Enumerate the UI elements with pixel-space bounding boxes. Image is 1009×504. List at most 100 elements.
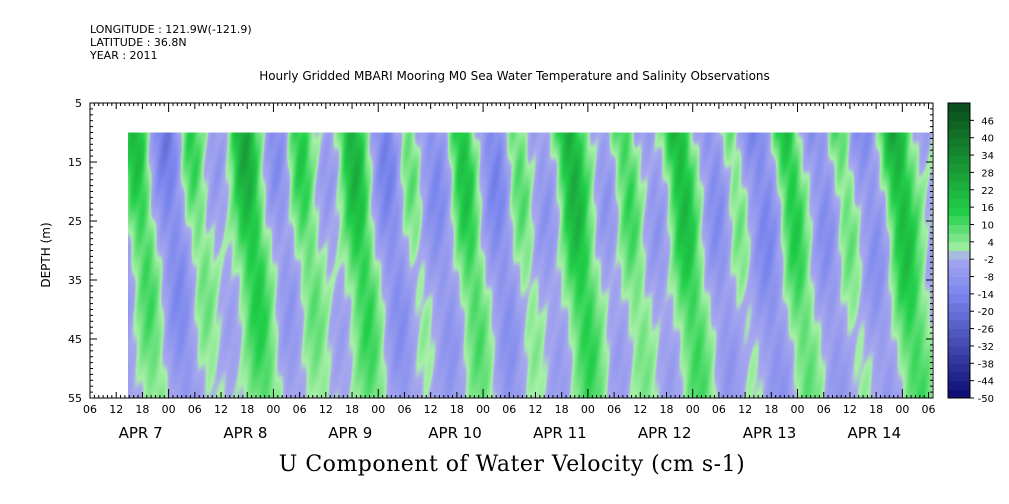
x-day-label: APR 13	[743, 424, 797, 442]
colorbar-segment	[948, 371, 970, 382]
colorbar-label: -20	[978, 307, 994, 318]
colorbar-segment	[948, 137, 970, 147]
colorbar-label: 46	[981, 116, 994, 127]
colorbar-label: -44	[978, 377, 994, 388]
colorbar-segment	[948, 129, 970, 139]
colorbar: 46 40 34 28 22 16 10 4 -2 -8 -14 -20 -26 -32 -38 -44 -50	[947, 102, 994, 405]
velocity-raster	[128, 132, 932, 399]
colorbar-segment	[948, 111, 970, 121]
x-hour-label: 06	[188, 403, 202, 416]
y-tick-label: 5	[75, 97, 82, 110]
x-hour-label: 12	[738, 403, 752, 416]
x-hour-label: 00	[686, 403, 700, 416]
x-hour-label: 12	[424, 403, 438, 416]
x-day-label: APR 12	[638, 424, 692, 442]
x-hour-label: 18	[240, 403, 254, 416]
x-hour-label: 12	[633, 403, 647, 416]
colorbar-segment	[948, 363, 970, 373]
colorbar-segment	[948, 311, 970, 321]
chart-svg: 5 15 25 35 45 55 06 12 18 00 06 12 18 00 06 12 18 00 06 12…	[39, 97, 994, 442]
colorbar-segment	[948, 267, 970, 278]
colorbar-label: -2	[984, 255, 994, 266]
x-hour-label: 00	[162, 403, 176, 416]
colorbar-segment	[948, 163, 970, 173]
x-hour-label: 06	[502, 403, 516, 416]
x-hour-label: 12	[109, 403, 123, 416]
x-hour-label: 00	[266, 403, 280, 416]
colorbar-label: 40	[981, 134, 994, 145]
x-hour-label: 18	[450, 403, 464, 416]
colorbar-segment	[948, 389, 970, 399]
colorbar-label: -32	[978, 342, 994, 353]
colorbar-segment	[948, 155, 970, 165]
x-hour-label: 06	[293, 403, 307, 416]
y-tick-label: 45	[68, 333, 82, 346]
x-hour-label: 18	[659, 403, 673, 416]
colorbar-segment	[948, 241, 970, 251]
colorbar-segment	[948, 285, 970, 295]
colorbar-segment	[948, 302, 970, 312]
colorbar-segment	[948, 120, 970, 130]
colorbar-label: 10	[981, 220, 994, 231]
colorbar-segment	[948, 250, 970, 260]
x-day-label: APR 8	[223, 424, 267, 442]
colorbar-segment	[948, 215, 970, 225]
y-axis: 5 15 25 35 45 55	[68, 97, 933, 405]
colorbar-segment	[948, 146, 970, 156]
colorbar-segment	[948, 233, 970, 243]
longitude-label: LONGITUDE : 121.9W(-121.9)	[90, 23, 252, 36]
x-hour-label: 12	[843, 403, 857, 416]
colorbar-segment	[948, 380, 970, 390]
x-day-label: APR 9	[328, 424, 372, 442]
colorbar-label: -8	[984, 273, 994, 284]
y-tick-label: 15	[68, 156, 82, 169]
x-hour-label: 18	[135, 403, 149, 416]
colorbar-label: -26	[978, 325, 994, 336]
colorbar-segment	[948, 103, 970, 113]
x-hour-label: 18	[555, 403, 569, 416]
x-hour-label: 00	[581, 403, 595, 416]
x-hour-label: 00	[476, 403, 490, 416]
colorbar-label: 16	[981, 203, 994, 214]
x-hour-label: 12	[319, 403, 333, 416]
x-hour-label: 06	[397, 403, 411, 416]
x-hour-label: 06	[712, 403, 726, 416]
figure-main-title: U Component of Water Velocity (cm s-1)	[278, 452, 746, 477]
colorbar-segment	[948, 259, 970, 269]
colorbar-segment	[948, 293, 970, 304]
colorbar-segment	[948, 181, 970, 191]
x-day-label: APR 10	[428, 424, 482, 442]
year-label: YEAR : 2011	[90, 49, 158, 62]
colorbar-label: -38	[978, 359, 994, 370]
latitude-label: LATITUDE : 36.8N	[90, 36, 187, 49]
x-hour-label: 18	[764, 403, 778, 416]
colorbar-segment	[948, 319, 970, 330]
colorbar-segment	[948, 276, 970, 286]
x-hour-label: 06	[607, 403, 621, 416]
colorbar-label: 28	[981, 168, 994, 179]
x-hour-label: 06	[83, 403, 97, 416]
colorbar-segment	[948, 224, 970, 234]
colorbar-label: -14	[978, 290, 994, 301]
x-hour-label: 18	[869, 403, 883, 416]
colorbar-label: 34	[981, 151, 994, 162]
x-hour-label: 18	[345, 403, 359, 416]
colorbar-label: -50	[978, 394, 994, 405]
y-axis-label: DEPTH (m)	[39, 222, 53, 287]
x-day-label: APR 11	[533, 424, 587, 442]
y-tick-label: 25	[68, 215, 82, 228]
x-hour-label: 12	[214, 403, 228, 416]
velocity-field	[128, 132, 932, 399]
y-tick-label: 55	[68, 392, 82, 405]
colorbar-border	[947, 102, 971, 399]
x-hour-label: 00	[895, 403, 909, 416]
x-hour-label: 00	[791, 403, 805, 416]
colorbar-segment	[948, 328, 970, 338]
colorbar-segment	[948, 337, 970, 347]
x-hour-label: 06	[922, 403, 936, 416]
x-axis: 06 12 18 00 06 12 18 00 06 12 18 00 06 12 18 00 06 12 18 00…	[83, 103, 936, 442]
x-hour-label: 06	[817, 403, 831, 416]
colorbar-segment	[948, 207, 970, 217]
colorbar-segment	[948, 189, 970, 199]
x-day-label: APR 14	[848, 424, 902, 442]
